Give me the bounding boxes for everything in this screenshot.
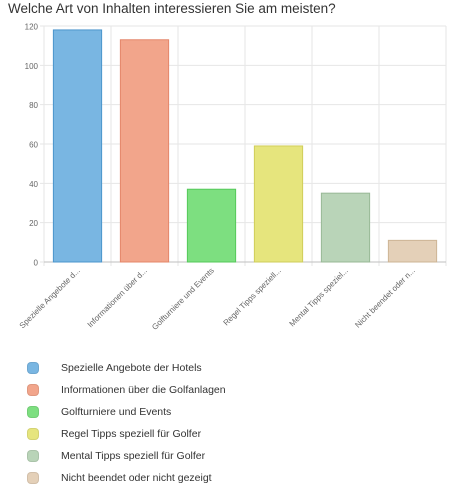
y-tick-label: 100 — [25, 62, 39, 71]
bar — [320, 192, 371, 263]
legend-item[interactable]: Golfturniere und Events — [27, 401, 226, 423]
legend-label: Regel Tipps speziell für Golfer — [61, 428, 202, 440]
y-tick-label: 20 — [29, 219, 38, 228]
legend-swatch — [27, 406, 39, 418]
x-tick-label: Informationen über d... — [86, 266, 149, 329]
y-tick-label: 80 — [29, 101, 38, 110]
y-tick-label: 0 — [34, 259, 39, 268]
chart-legend: Spezielle Angebote der Hotels Informatio… — [27, 357, 226, 489]
y-tick-label: 120 — [25, 23, 39, 32]
x-tick-label: Spezielle Angebote d... — [18, 266, 82, 330]
bar — [186, 188, 237, 263]
legend-swatch — [27, 362, 39, 374]
legend-label: Informationen über die Golfanlagen — [61, 384, 226, 396]
legend-swatch — [27, 472, 39, 484]
y-tick-label: 60 — [29, 141, 38, 150]
legend-item[interactable]: Nicht beendet oder nicht gezeigt — [27, 467, 226, 489]
bar — [253, 145, 304, 263]
legend-item[interactable]: Spezielle Angebote der Hotels — [27, 357, 226, 379]
legend-label: Nicht beendet oder nicht gezeigt — [61, 472, 212, 484]
x-tick-label: Regel Tipps speziell... — [222, 266, 283, 327]
y-tick-label: 40 — [29, 180, 38, 189]
bar — [119, 39, 170, 263]
x-tick-label: Golfturniere und Events — [150, 266, 216, 332]
bar-chart: 0 20 40 60 80 100 120 Spezielle Angebote d... In… — [18, 23, 447, 332]
legend-swatch — [27, 384, 39, 396]
x-tick-label: Mental Tipps speziel... — [288, 266, 350, 328]
legend-swatch — [27, 428, 39, 440]
legend-item[interactable]: Mental Tipps speziell für Golfer — [27, 445, 226, 467]
bar — [387, 239, 438, 263]
bar — [52, 29, 103, 263]
x-tick-label: Nicht beendet oder n... — [353, 266, 417, 330]
legend-item[interactable]: Informationen über die Golfanlagen — [27, 379, 226, 401]
legend-label: Spezielle Angebote der Hotels — [61, 362, 202, 374]
chart-title: Welche Art von Inhalten interessieren Si… — [8, 1, 336, 16]
legend-label: Golfturniere und Events — [61, 406, 172, 418]
legend-item[interactable]: Regel Tipps speziell für Golfer — [27, 423, 226, 445]
legend-label: Mental Tipps speziell für Golfer — [61, 450, 206, 462]
legend-swatch — [27, 450, 39, 462]
